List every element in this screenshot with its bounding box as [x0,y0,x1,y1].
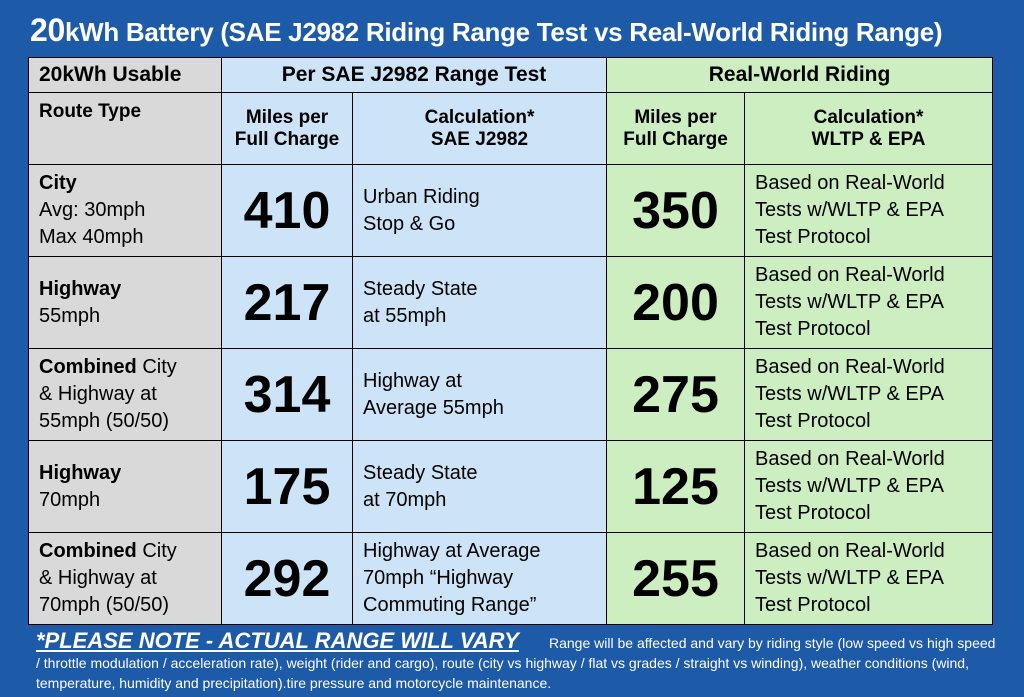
route-cell: Combined City & Highway at 55mph (50/50) [28,348,222,441]
title-text: kWh Battery (SAE J2982 Riding Range Test… [65,17,943,47]
route-type-header: Route Type [28,92,222,165]
header-row-2: Route Type Miles per Full Charge Calculat… [28,92,994,165]
real-miles-value: 255 [606,532,746,625]
sae-calc-cell: Steady State at 55mph [351,256,608,349]
real-miles-header: Miles per Full Charge [606,92,746,165]
range-table: 20kWh Usable Per SAE J2982 Range Test Re… [28,57,994,625]
sae-calc-cell: Urban Riding Stop & Go [351,164,608,257]
sae-group-header: Per SAE J2982 Range Test [220,57,608,93]
header-row-1: 20kWh Usable Per SAE J2982 Range Test Re… [28,57,994,93]
sae-calc-cell: Highway at Average 55mph [351,348,608,441]
table-row: Combined City & Highway at 70mph (50/50) 2… [28,532,994,625]
sae-miles-header: Miles per Full Charge [221,92,353,165]
sae-calc-cell: Highway at Average 70mph “Highway Commutin… [351,532,608,625]
sae-calc-header: Calculation* SAE J2982 [351,92,608,165]
sae-calc-cell: Steady State at 70mph [351,440,608,533]
real-miles-value: 125 [606,440,746,533]
table-row: City Avg: 30mph Max 40mph 410 Urban Riding… [28,164,994,257]
sae-miles-value: 175 [221,440,353,533]
route-cell: Highway 55mph [28,256,222,349]
route-cell: Combined City & Highway at 70mph (50/50) [28,532,222,625]
sae-miles-value: 410 [221,164,353,257]
title-number: 20 [30,12,65,48]
real-miles-value: 275 [606,348,746,441]
real-calc-cell: Based on Real-World Tests w/WLTP & EPA Tes… [744,440,994,533]
usable-header: 20kWh Usable [28,57,222,93]
table-row: Highway 55mph 217 Steady State at 55mph 20… [28,256,994,349]
route-cell: City Avg: 30mph Max 40mph [28,164,222,257]
sae-miles-value: 217 [221,256,353,349]
real-calc-cell: Based on Real-World Tests w/WLTP & EPA Tes… [744,256,994,349]
route-cell: Highway 70mph [28,440,222,533]
real-miles-value: 200 [606,256,746,349]
real-calc-cell: Based on Real-World Tests w/WLTP & EPA Tes… [744,164,994,257]
page-title: 20kWh Battery (SAE J2982 Riding Range Te… [30,12,943,49]
real-calc-cell: Based on Real-World Tests w/WLTP & EPA Tes… [744,348,994,441]
table-row: Highway 70mph 175 Steady State at 70mph 12… [28,440,994,533]
sae-miles-value: 314 [221,348,353,441]
note-body: Range will be affected and vary by ridin… [36,635,996,691]
real-calc-cell: Based on Real-World Tests w/WLTP & EPA Tes… [744,532,994,625]
real-miles-value: 350 [606,164,746,257]
table-row: Combined City & Highway at 55mph (50/50) 3… [28,348,994,441]
real-calc-header: Calculation* WLTP & EPA [744,92,994,165]
sae-miles-value: 292 [221,532,353,625]
note-heading: *PLEASE NOTE - ACTUAL RANGE WILL VARY [36,628,519,653]
real-group-header: Real-World Riding [606,57,994,93]
